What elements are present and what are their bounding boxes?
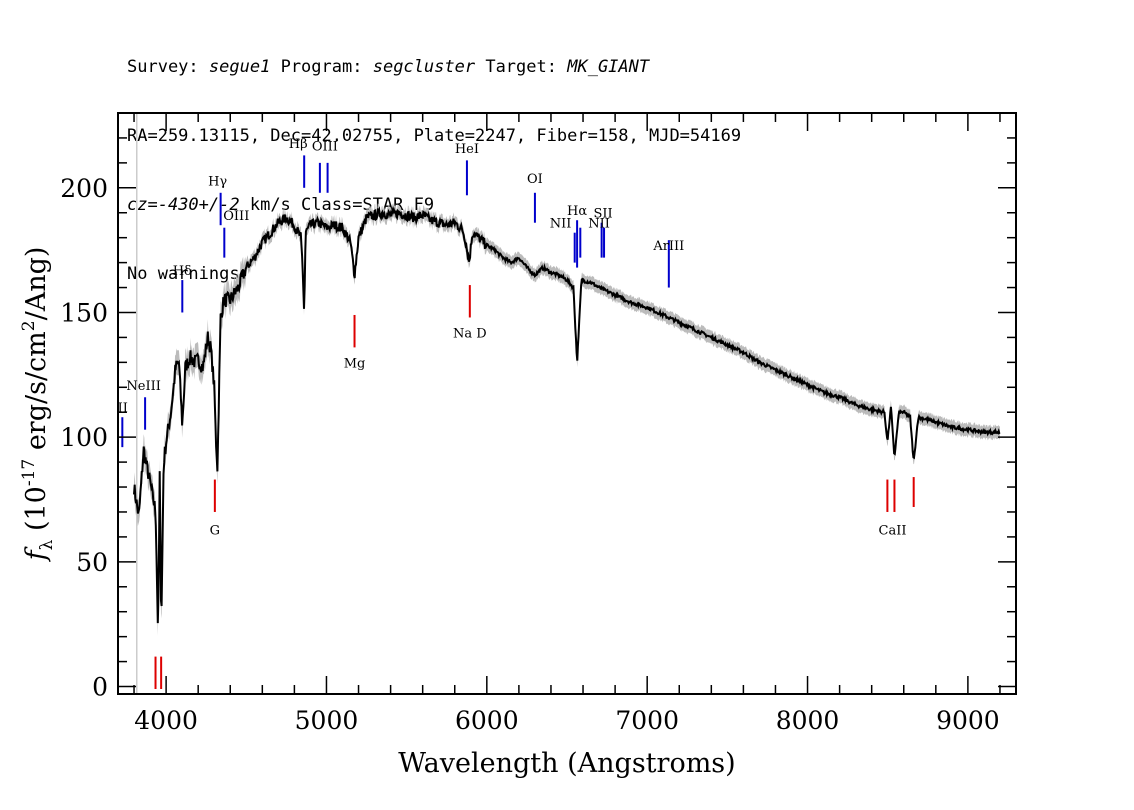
- cz-label: cz=: [127, 195, 158, 215]
- y-tick-label: 100: [60, 423, 108, 452]
- error-band: [134, 202, 1000, 636]
- emission-label-9: SII: [593, 207, 612, 222]
- y-tick-label: 200: [60, 174, 108, 203]
- emission-label-3: Hβ: [289, 137, 308, 152]
- y-tick-label: 0: [92, 673, 108, 702]
- spectrum-header: Survey: segue1 Program: segcluster Targe…: [127, 10, 741, 309]
- program-value: segcluster: [372, 57, 476, 77]
- emission-label-2: OIII: [223, 209, 249, 224]
- y-tick-label: 50: [76, 548, 108, 577]
- absorption-label-1: Mg: [344, 356, 366, 371]
- target-value: MK_GIANT: [567, 57, 650, 77]
- emission-label-4: OIII: [312, 139, 338, 154]
- emission-label-10: NII: [588, 217, 610, 232]
- tick-labels-layer: 4000 5000 6000 7000 8000 9000 0 50 100 150 200: [60, 174, 999, 735]
- y-axis-title: fλ (10-17 erg/s/cm2/Ang): [19, 247, 57, 563]
- target-label: Target:: [485, 57, 557, 77]
- emission-label-5: HeI: [455, 142, 479, 157]
- emission-label-11: ArIII: [652, 239, 684, 254]
- emission-label-12: NeIII: [126, 379, 160, 394]
- survey-label: Survey:: [127, 57, 199, 77]
- plot-frame: [117, 112, 1017, 695]
- absorption-label-3: CaII: [879, 523, 907, 538]
- emission-label-1: Hγ: [208, 174, 227, 189]
- cz-value: -430+/-2: [157, 195, 240, 215]
- x-axis-title: Wavelength (Angstroms): [398, 748, 735, 779]
- x-tick-label: 9000: [936, 706, 1000, 735]
- x-tick-label: 8000: [776, 706, 840, 735]
- header-line-survey: Survey: segue1 Program: segcluster Targe…: [127, 56, 741, 79]
- x-tick-label: 4000: [134, 706, 198, 735]
- emission-label-0: Hδ: [173, 264, 192, 279]
- x-tick-label: 5000: [295, 706, 359, 735]
- program-label: Program:: [280, 57, 363, 77]
- absorption-label-0: G: [210, 523, 220, 538]
- emission-label-7: NII: [550, 217, 572, 232]
- survey-value: segue1: [208, 57, 271, 77]
- spectrum-line: [133, 206, 1001, 624]
- x-tick-label: 6000: [455, 706, 519, 735]
- spectrum-layer: [133, 113, 1001, 694]
- header-line-coordinates: RA=259.13115, Dec=42.02755, Plate=2247, …: [127, 126, 742, 146]
- y-tick-label: 150: [60, 298, 108, 327]
- absorption-label-2: Na D: [453, 326, 487, 341]
- x-tick-label: 7000: [615, 706, 679, 735]
- emission-label-13: II: [118, 401, 128, 416]
- axes-layer: [117, 112, 1017, 695]
- emission-label-6: OI: [527, 172, 543, 187]
- emission-label-8: Hα: [567, 204, 587, 219]
